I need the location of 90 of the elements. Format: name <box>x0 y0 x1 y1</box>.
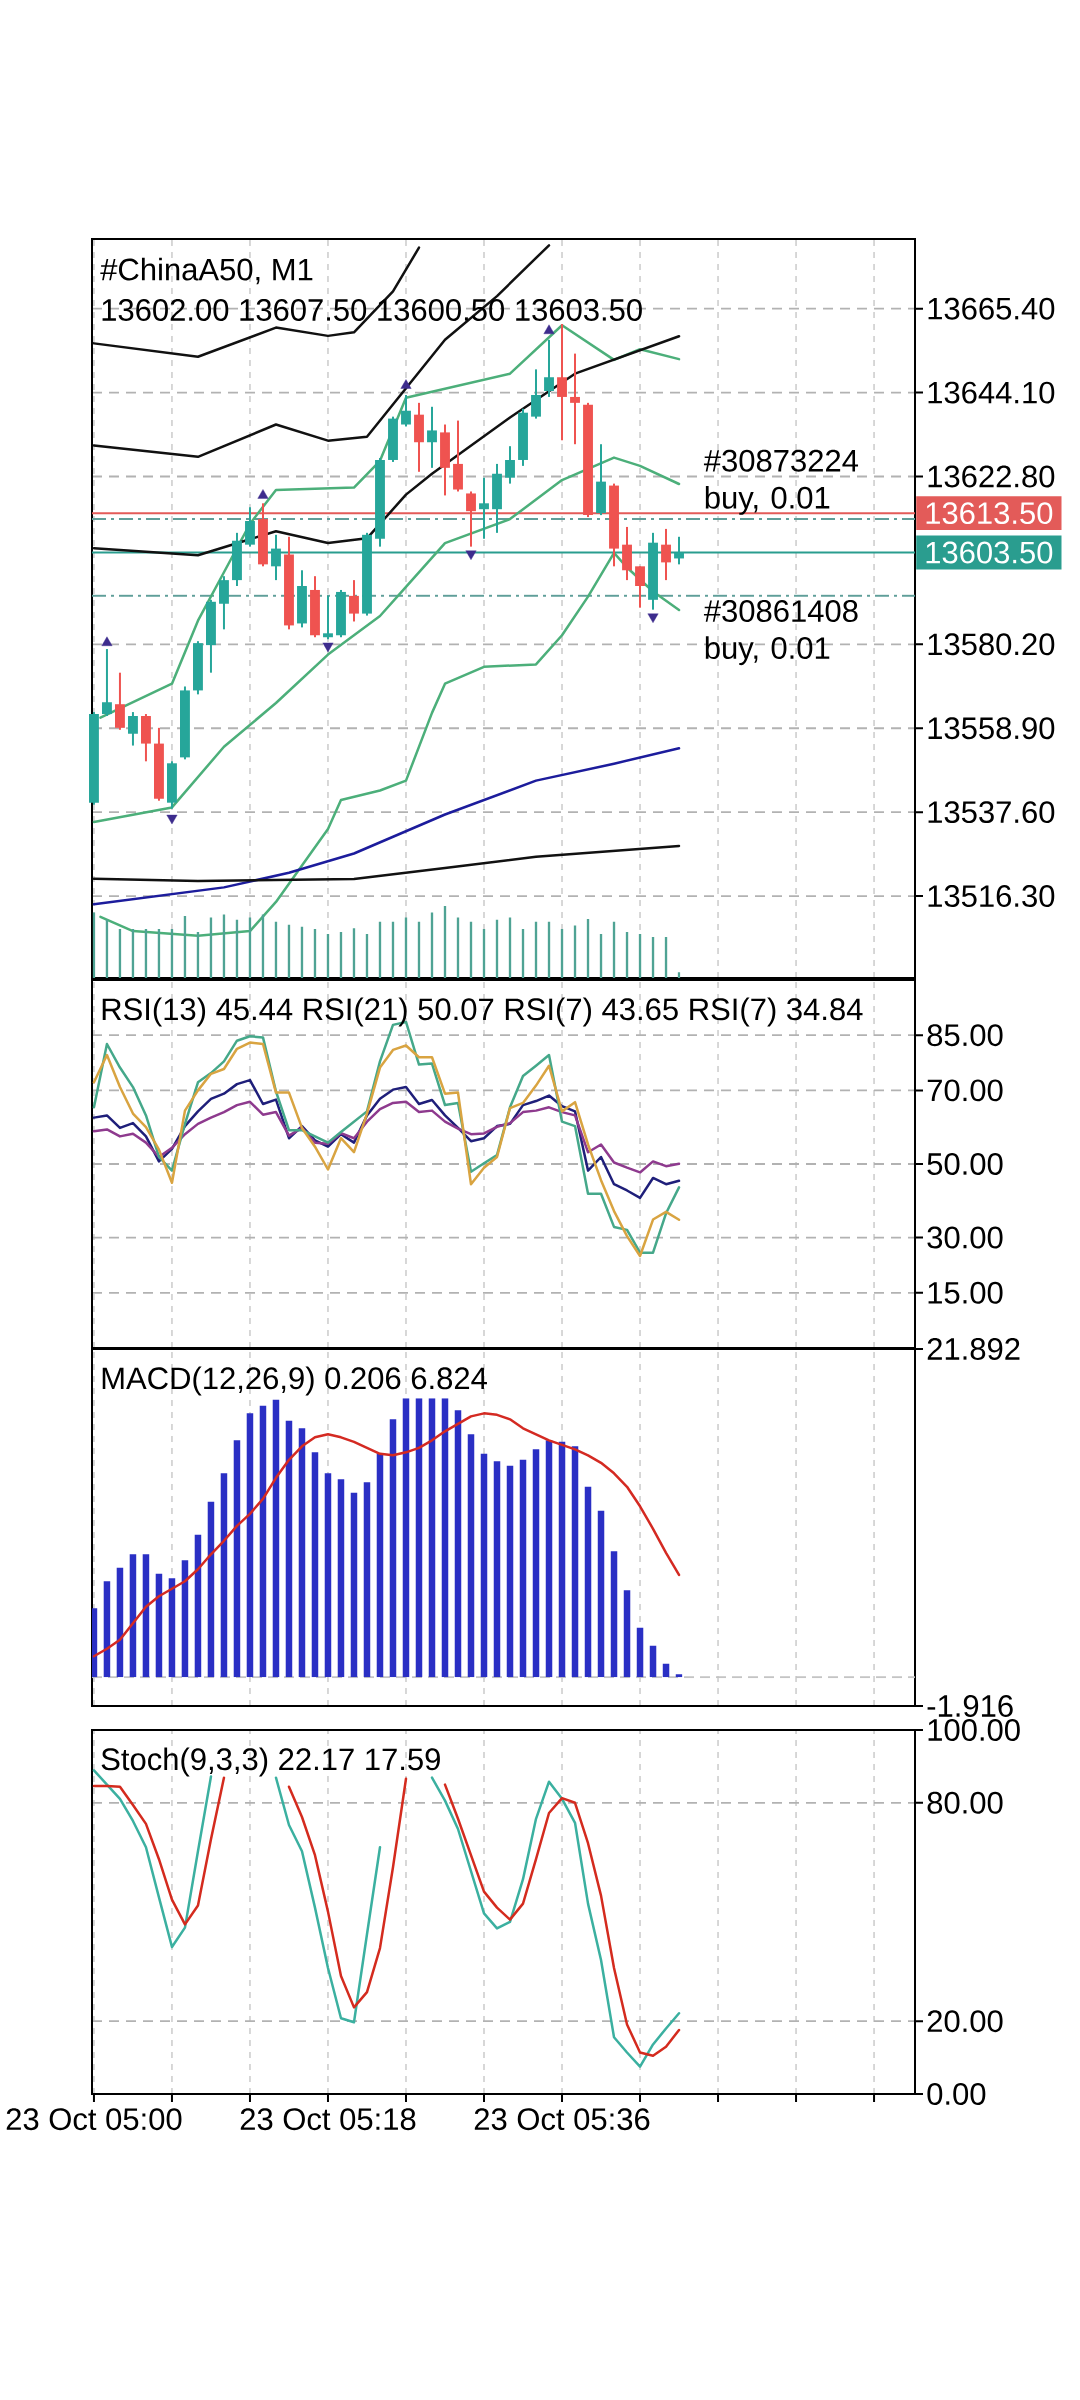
bar <box>220 1473 228 1678</box>
bar <box>246 1413 254 1678</box>
text: MACD(12,26,9) 0.206 6.824 <box>102 1366 487 1396</box>
bar <box>677 972 681 978</box>
bar <box>389 1419 397 1678</box>
y-tick-label: 13622.80 <box>928 465 1055 488</box>
bar <box>636 1627 644 1678</box>
bar <box>350 1492 358 1678</box>
bar <box>298 1428 306 1678</box>
y-tick-label: 15.00 <box>928 1281 1003 1304</box>
bar <box>467 1434 475 1678</box>
bar <box>233 1440 241 1678</box>
y-tick-label: -1.916 <box>927 1695 1013 1717</box>
bar <box>311 1452 319 1678</box>
y-tick-label: 13644.10 <box>928 381 1055 404</box>
bar <box>142 1554 150 1678</box>
bar <box>441 1398 449 1678</box>
candlestick <box>635 565 645 609</box>
bar <box>506 1465 514 1678</box>
bar <box>402 1398 410 1678</box>
bar <box>584 1486 592 1678</box>
bar <box>532 1449 540 1678</box>
bar <box>285 1420 293 1678</box>
y-tick-label: 100.00 <box>928 1719 1020 1741</box>
y-tick-label: 21.892 <box>927 1338 1020 1360</box>
bar <box>610 1551 618 1678</box>
bar <box>623 1590 631 1678</box>
bar <box>597 1510 605 1678</box>
candlestick <box>102 648 112 718</box>
bar <box>363 1482 371 1678</box>
bar <box>376 1453 384 1678</box>
bar <box>415 1398 423 1678</box>
bar <box>493 1461 501 1678</box>
candlestick <box>115 671 125 731</box>
candlestick <box>570 352 580 446</box>
y-tick-label: 13665.40 <box>928 297 1055 320</box>
y-tick-label: 13537.60 <box>928 801 1055 824</box>
bar <box>324 1473 332 1678</box>
y-tick-label: 50.00 <box>927 1153 1003 1175</box>
bar <box>675 1674 683 1678</box>
y-tick-label: 13580.20 <box>928 633 1055 656</box>
bar <box>649 1645 657 1678</box>
candlestick <box>505 445 515 485</box>
text: #ChinaA50, M1 <box>100 257 313 285</box>
bar <box>337 1479 345 1678</box>
y-tick-label: 70.00 <box>927 1079 1003 1102</box>
ref-line-label: #30873224 buy, 0.01 <box>703 449 859 515</box>
candlestick <box>544 338 554 398</box>
candlestick <box>557 323 567 442</box>
ref-line-label: 13613.50 <box>926 502 1053 525</box>
candlestick <box>128 711 138 747</box>
y-tick-label: 13558.90 <box>928 717 1055 740</box>
bar <box>181 1560 189 1678</box>
candlestick <box>401 393 411 428</box>
y-tick-label: 13516.30 <box>928 885 1055 908</box>
candlestick <box>245 506 255 548</box>
bar <box>92 1608 98 1678</box>
bar <box>558 1441 566 1678</box>
bar <box>545 1440 553 1678</box>
bar <box>454 1410 462 1678</box>
bar <box>194 1534 202 1678</box>
bar <box>272 1399 280 1678</box>
bar <box>519 1459 527 1678</box>
bar <box>103 1581 111 1678</box>
ref-line-label: #30861408 buy, 0.01 <box>703 600 858 666</box>
bar <box>207 1501 215 1678</box>
bar <box>168 1578 176 1678</box>
candlestick <box>531 368 541 420</box>
x-tick-label: 23 Oct 05:00 <box>6 2108 182 2131</box>
candlestick <box>479 476 489 540</box>
y-tick-label: 80.00 <box>927 1791 1003 1814</box>
y-tick-label: 30.00 <box>927 1226 1003 1249</box>
line-series <box>92 1100 681 1174</box>
candlestick <box>219 575 229 631</box>
ref-line-label: 13603.50 <box>926 541 1053 564</box>
y-tick-label: 85.00 <box>927 1024 1003 1047</box>
candlestick <box>427 405 437 469</box>
text: RSI(13) 45.44 RSI(21) 50.07 RSI(7) 43.65 RSI(7) 34.84 <box>102 997 863 1027</box>
bar <box>571 1446 579 1678</box>
bar <box>259 1405 267 1678</box>
text: Stoch(9,3,3) 22.17 17.59 <box>101 1747 440 1777</box>
candlestick <box>661 527 671 582</box>
bar <box>480 1453 488 1678</box>
x-tick-label: 23 Oct 05:18 <box>240 2108 416 2131</box>
y-tick-label: 20.00 <box>927 2010 1003 2033</box>
bar <box>428 1398 436 1678</box>
candlestick <box>349 579 359 623</box>
candlestick <box>323 594 333 641</box>
x-tick-label: 23 Oct 05:36 <box>474 2108 650 2131</box>
y-tick-label: 0.00 <box>927 2083 986 2105</box>
